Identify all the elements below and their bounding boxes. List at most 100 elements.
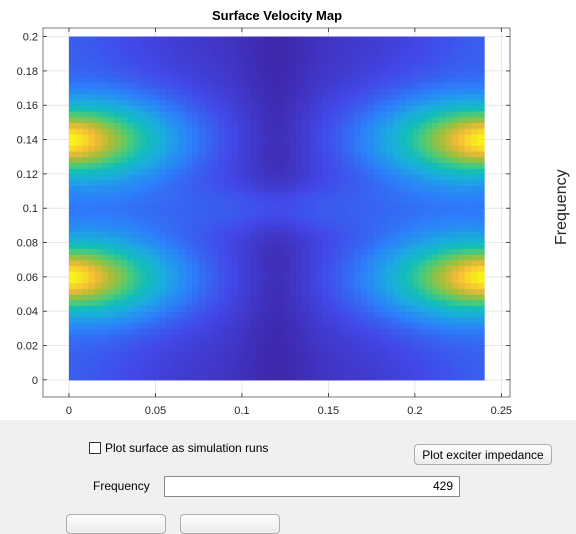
heatmap-cell bbox=[464, 322, 472, 329]
heatmap-cell bbox=[75, 294, 83, 301]
heatmap-cell bbox=[166, 334, 174, 341]
heatmap-cell bbox=[159, 59, 167, 66]
surface-velocity-chart[interactable]: Surface Velocity Map 0 0.05 0.1 0.15 0.2 0.25… bbox=[0, 0, 576, 420]
heatmap-cell bbox=[114, 156, 122, 164]
heatmap-cell bbox=[133, 65, 141, 72]
heatmap-cell bbox=[321, 259, 329, 267]
heatmap-cell bbox=[198, 242, 206, 249]
heatmap-cell bbox=[477, 271, 485, 278]
heatmap-cell bbox=[146, 316, 154, 324]
heatmap-cell bbox=[341, 299, 349, 307]
heatmap-cell bbox=[282, 334, 291, 341]
heatmap-cell bbox=[153, 282, 161, 289]
heatmap-cell bbox=[412, 179, 420, 186]
heatmap-cell bbox=[211, 356, 219, 364]
heatmap-cell bbox=[107, 345, 115, 352]
heatmap-cell bbox=[263, 196, 271, 204]
heatmap-cell bbox=[88, 225, 96, 232]
heatmap-cell bbox=[257, 76, 265, 83]
heatmap-cell bbox=[205, 82, 213, 89]
heatmap-cell bbox=[68, 65, 77, 72]
heatmap-cell bbox=[211, 76, 219, 83]
heatmap-cell bbox=[451, 202, 459, 209]
heatmap-cell bbox=[464, 179, 472, 186]
heatmap-cell bbox=[205, 196, 213, 204]
heatmap-cell bbox=[159, 88, 167, 95]
heatmap-cell bbox=[419, 368, 427, 375]
heatmap-cell bbox=[153, 53, 161, 61]
heatmap-cell bbox=[211, 110, 219, 118]
heatmap-cell bbox=[270, 311, 278, 318]
heatmap-cell bbox=[432, 265, 440, 272]
heatmap-cell bbox=[328, 88, 336, 95]
heatmap-cell bbox=[218, 265, 226, 272]
heatmap-cell bbox=[94, 76, 102, 83]
heatmap-cell bbox=[153, 162, 161, 169]
heatmap-cell bbox=[360, 116, 368, 123]
heatmap-cell bbox=[445, 213, 453, 221]
heatmap-cell bbox=[438, 191, 446, 198]
heatmap-cell bbox=[419, 88, 427, 95]
heatmap-cell bbox=[185, 362, 193, 369]
heatmap-cell bbox=[231, 368, 239, 375]
heatmap-cell bbox=[127, 133, 135, 141]
heatmap-cell bbox=[451, 145, 459, 152]
heatmap-cell bbox=[127, 139, 135, 146]
heatmap-cell bbox=[295, 213, 304, 221]
heatmap-cell bbox=[263, 345, 271, 352]
heatmap-cell bbox=[347, 173, 355, 181]
heatmap-cell bbox=[412, 59, 420, 66]
heatmap-cell bbox=[315, 133, 323, 141]
heatmap-cell bbox=[224, 65, 232, 72]
heatmap-cell bbox=[211, 59, 219, 66]
heatmap-cell bbox=[120, 82, 128, 89]
heatmap-cell bbox=[244, 213, 252, 221]
heatmap-cell bbox=[107, 42, 115, 49]
heatmap-cell bbox=[425, 299, 433, 307]
heatmap-cell bbox=[321, 179, 329, 186]
heatmap-cell bbox=[445, 42, 453, 49]
frequency-field[interactable]: 429 bbox=[164, 476, 460, 497]
heatmap-cell bbox=[159, 173, 167, 181]
heatmap-cell bbox=[120, 356, 128, 364]
plot-surface-checkbox-label[interactable]: Plot surface as simulation runs bbox=[105, 441, 269, 455]
heatmap-cell bbox=[198, 316, 206, 324]
heatmap-cell bbox=[146, 299, 154, 307]
heatmap-cell bbox=[412, 139, 420, 146]
heatmap-cell bbox=[153, 345, 161, 352]
heatmap-cell bbox=[146, 213, 154, 221]
heatmap-cell bbox=[451, 288, 459, 295]
heatmap-cell bbox=[75, 133, 83, 141]
heatmap-cell bbox=[127, 82, 135, 89]
heatmap-cell bbox=[347, 271, 355, 278]
heatmap-cell bbox=[68, 151, 77, 158]
heatmap-cell bbox=[120, 305, 128, 312]
plot-surface-checkbox-row[interactable]: Plot surface as simulation runs bbox=[89, 440, 268, 456]
plot-exciter-impedance-button[interactable]: Plot exciter impedance bbox=[414, 444, 552, 465]
heatmap-cell bbox=[244, 271, 252, 278]
heatmap-cell bbox=[432, 53, 440, 61]
bottom-button-right[interactable] bbox=[180, 514, 280, 534]
heatmap-cell bbox=[237, 48, 245, 55]
heatmap-cell bbox=[153, 145, 161, 152]
heatmap-cell bbox=[386, 48, 394, 55]
heatmap-cell bbox=[231, 219, 239, 226]
heatmap-cell bbox=[270, 356, 278, 364]
plot-surface-checkbox[interactable] bbox=[89, 442, 101, 454]
heatmap-cell bbox=[412, 219, 420, 226]
heatmap-cell bbox=[354, 122, 362, 129]
heatmap-cell bbox=[218, 122, 226, 129]
bottom-button-left[interactable] bbox=[66, 514, 166, 534]
heatmap-cell bbox=[101, 133, 109, 141]
heatmap-cell bbox=[198, 110, 206, 118]
heatmap-cell bbox=[224, 231, 232, 238]
heatmap-cell bbox=[75, 70, 83, 78]
heatmap-cell bbox=[289, 196, 297, 204]
heatmap-cell bbox=[367, 65, 375, 72]
heatmap-cell bbox=[438, 311, 446, 318]
heatmap-cell bbox=[360, 322, 368, 329]
heatmap-cell bbox=[380, 356, 388, 364]
heatmap-cell bbox=[114, 305, 122, 312]
heatmap-cell bbox=[75, 213, 83, 221]
heatmap-cell bbox=[172, 219, 180, 226]
